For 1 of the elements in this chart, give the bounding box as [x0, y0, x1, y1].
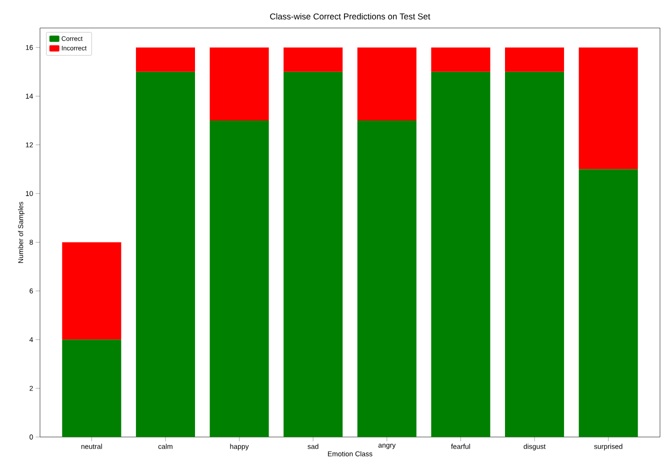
chart-title: Class-wise Correct Predictions on Test Set [270, 13, 430, 20]
